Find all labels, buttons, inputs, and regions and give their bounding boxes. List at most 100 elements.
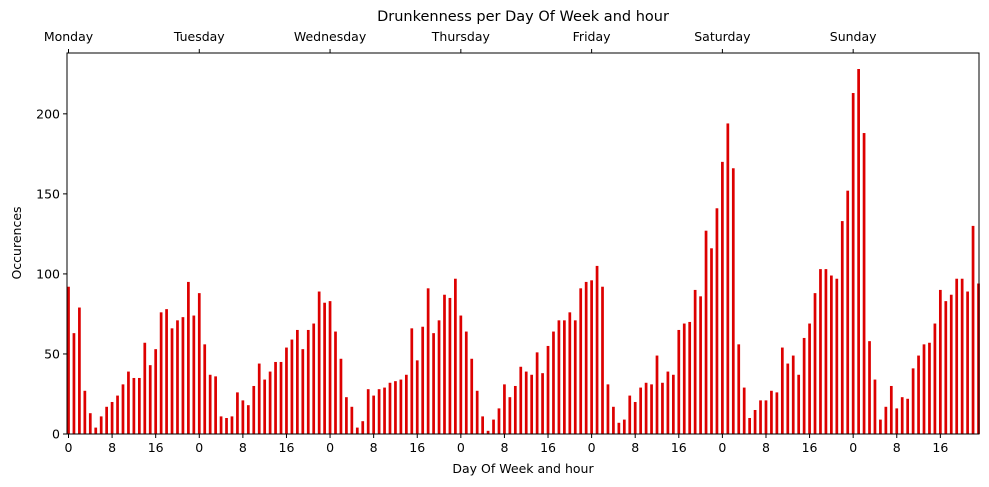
bar [170,328,174,434]
x-tick-label: 16 [671,440,687,455]
bar [437,320,441,434]
bar [971,225,975,434]
bar [563,320,566,434]
x-tick-label: 16 [148,440,164,455]
bar [928,342,931,434]
bar [464,331,468,434]
bar [415,360,419,434]
bar [764,400,768,434]
bar [552,331,555,434]
bar [121,384,125,434]
bar [105,406,108,434]
bar [377,389,381,434]
x-tick-label: 8 [762,440,770,455]
bar [519,366,523,434]
x-tick-label: 8 [108,440,116,455]
bar [693,289,697,434]
bar [306,329,310,434]
bar [432,333,435,434]
bar [889,385,893,434]
bar [230,416,234,434]
bar [241,400,245,434]
bar [530,374,534,434]
bar [524,371,528,434]
bar [677,329,681,434]
bar [334,331,337,434]
bar [350,406,354,434]
bar [148,365,152,434]
bar [737,344,741,434]
bar [938,289,942,434]
bar [252,385,256,434]
bar [868,341,871,434]
y-axis: 0 50 100 150 200 [36,106,67,442]
bar [72,333,76,434]
bar [361,421,365,434]
bar [492,419,495,434]
bar [726,123,730,434]
bar [290,339,294,434]
bar [132,377,136,434]
bar [851,93,855,435]
bar [862,133,866,435]
bar [671,374,675,434]
bar [879,419,882,434]
bar [612,406,615,434]
bar [753,409,757,434]
bar [715,208,719,434]
bar [214,376,217,434]
bar [682,323,686,434]
bar [857,69,860,434]
bar [257,363,261,434]
bar [383,387,386,434]
day-label: Wednesday [294,29,367,44]
bar [426,288,430,434]
bar [721,161,724,435]
bar [404,374,408,434]
bar [399,379,403,434]
x-tick-label: 8 [631,440,639,455]
bar [475,390,479,434]
bar [830,275,833,434]
bar [513,385,517,434]
bar [116,395,119,434]
bar [590,280,593,434]
day-label: Saturday [694,29,751,44]
bar [176,320,179,434]
bar [568,312,572,434]
bar [666,371,670,434]
bar [443,294,446,434]
bar [742,387,746,434]
bar [650,384,653,434]
bar [780,347,784,434]
bar [110,401,114,434]
bar [503,384,506,434]
x-tick-label: 8 [239,440,247,455]
bar [949,294,953,434]
bar [573,320,577,434]
bar [312,323,316,434]
bar [497,408,501,434]
bar [557,320,561,434]
bar [279,361,283,434]
bar [366,389,370,434]
bar [759,400,762,434]
bar [459,315,463,434]
bar [906,398,910,434]
x-tick-label: 0 [195,440,203,455]
bar [78,307,81,434]
bar [448,297,452,434]
bar [579,288,583,434]
x-tick-label: 16 [279,440,295,455]
y-tick-label: 100 [36,266,60,281]
bar [137,377,141,434]
bar [601,286,604,434]
x-tick-label: 16 [409,440,425,455]
x-axis-bottom: 0 8 16 0 8 16 0 8 16 0 8 16 0 8 16 0 8 16 0 8 16 [65,434,948,455]
bar [159,312,163,434]
bar [606,384,610,434]
chart-title: Drunkenness per Day Of Week and hour [377,9,669,25]
bar [345,397,348,434]
bar [268,371,272,434]
